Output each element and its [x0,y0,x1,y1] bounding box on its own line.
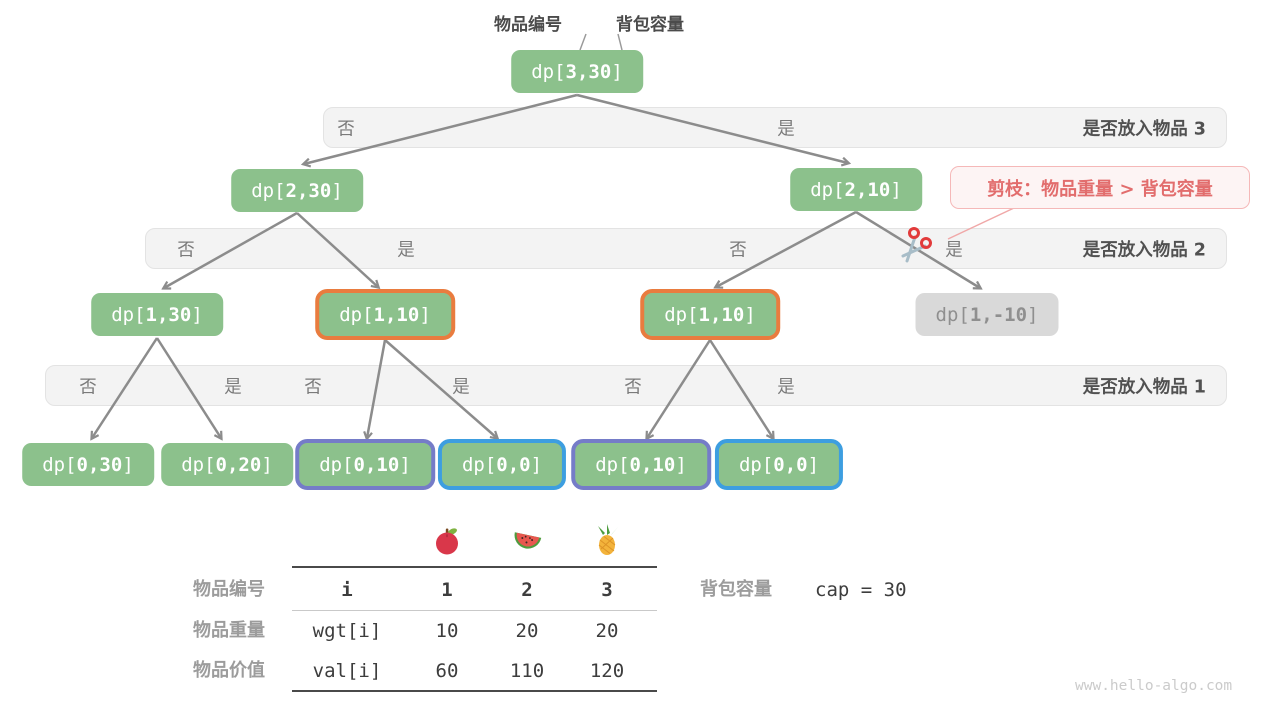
branch-label-no: 否 [337,119,355,139]
dp-node-1-30: dp[1,30] [91,293,223,336]
dp-node-1-10-highlighted: dp[1,10] [640,289,780,340]
branch-label-yes: 是 [452,377,470,397]
capacity-label: 背包容量 [700,579,772,600]
dp-node-0-10-highlighted: dp[0,10] [295,439,435,490]
table-row-label: 物品价值 [193,660,265,681]
item-index-pointer-label: 物品编号 [494,15,562,35]
table-cell: 1 [441,579,453,601]
table-cell: 3 [601,579,613,601]
decision-bar-item-2: 否 是 否 是 是否放入物品 2 [145,228,1227,269]
pineapple-icon [598,524,618,555]
decision-bar-item-1: 否 是 否 是 否 是 是否放入物品 1 [45,365,1227,406]
table-cell: 10 [435,620,459,642]
dp-node-1-10-highlighted: dp[1,10] [315,289,455,340]
dp-node-0-10-highlighted: dp[0,10] [571,439,711,490]
branch-label-no: 否 [177,240,195,260]
decision-bar-title: 是否放入物品 1 [1082,377,1206,397]
table-cell: 20 [515,620,539,642]
scissors-icon [901,227,932,263]
dp-node-2-30: dp[2,30] [231,169,363,212]
table-rule-bottom [292,690,657,692]
dp-node-2-10: dp[2,10] [790,168,922,211]
table-cell: 20 [595,620,619,642]
branch-label-no: 否 [79,377,97,397]
dp-node-0-0-highlighted: dp[0,0] [437,439,567,490]
table-rule-middle [292,610,657,611]
table-rule-top [292,566,657,568]
branch-label-yes: 是 [224,377,242,397]
branch-label-yes: 是 [397,240,415,260]
table-cell: 2 [521,579,533,601]
table-cell: 60 [435,660,459,682]
decision-bar-title: 是否放入物品 2 [1082,240,1206,260]
table-row-label: 物品编号 [193,579,265,600]
table-cell: 120 [589,660,625,682]
pruning-note: 剪枝：物品重量 > 背包容量 [950,166,1250,209]
branch-label-no: 否 [624,377,642,397]
branch-label-yes: 是 [777,377,795,397]
dp-node-0-20: dp[0,20] [161,443,293,486]
table-cell: val[i] [312,660,382,682]
dp-node-3-30: dp[3,30] [511,50,643,93]
watermark: www.hello-algo.com [1075,678,1233,694]
decision-bar-item-3: 否 是 是否放入物品 3 [323,107,1227,148]
table-cell: 110 [509,660,545,682]
capacity-value: cap = 30 [815,579,907,601]
table-row-label: 物品重量 [193,620,265,641]
branch-label-yes: 是 [945,240,963,260]
apple-icon [436,528,458,555]
branch-label-no: 否 [729,240,747,260]
branch-label-yes: 是 [777,119,795,139]
table-cell: wgt[i] [312,620,382,642]
dp-node-1-neg10-pruned: dp[1,-10] [915,293,1059,336]
capacity-pointer-label: 背包容量 [616,15,684,35]
branch-label-no: 否 [304,377,322,397]
dp-node-0-0-highlighted: dp[0,0] [714,439,844,490]
decision-bar-title: 是否放入物品 3 [1082,119,1206,139]
table-cell: i [341,579,353,601]
watermelon-icon [514,532,542,549]
dp-node-0-30: dp[0,30] [22,443,154,486]
